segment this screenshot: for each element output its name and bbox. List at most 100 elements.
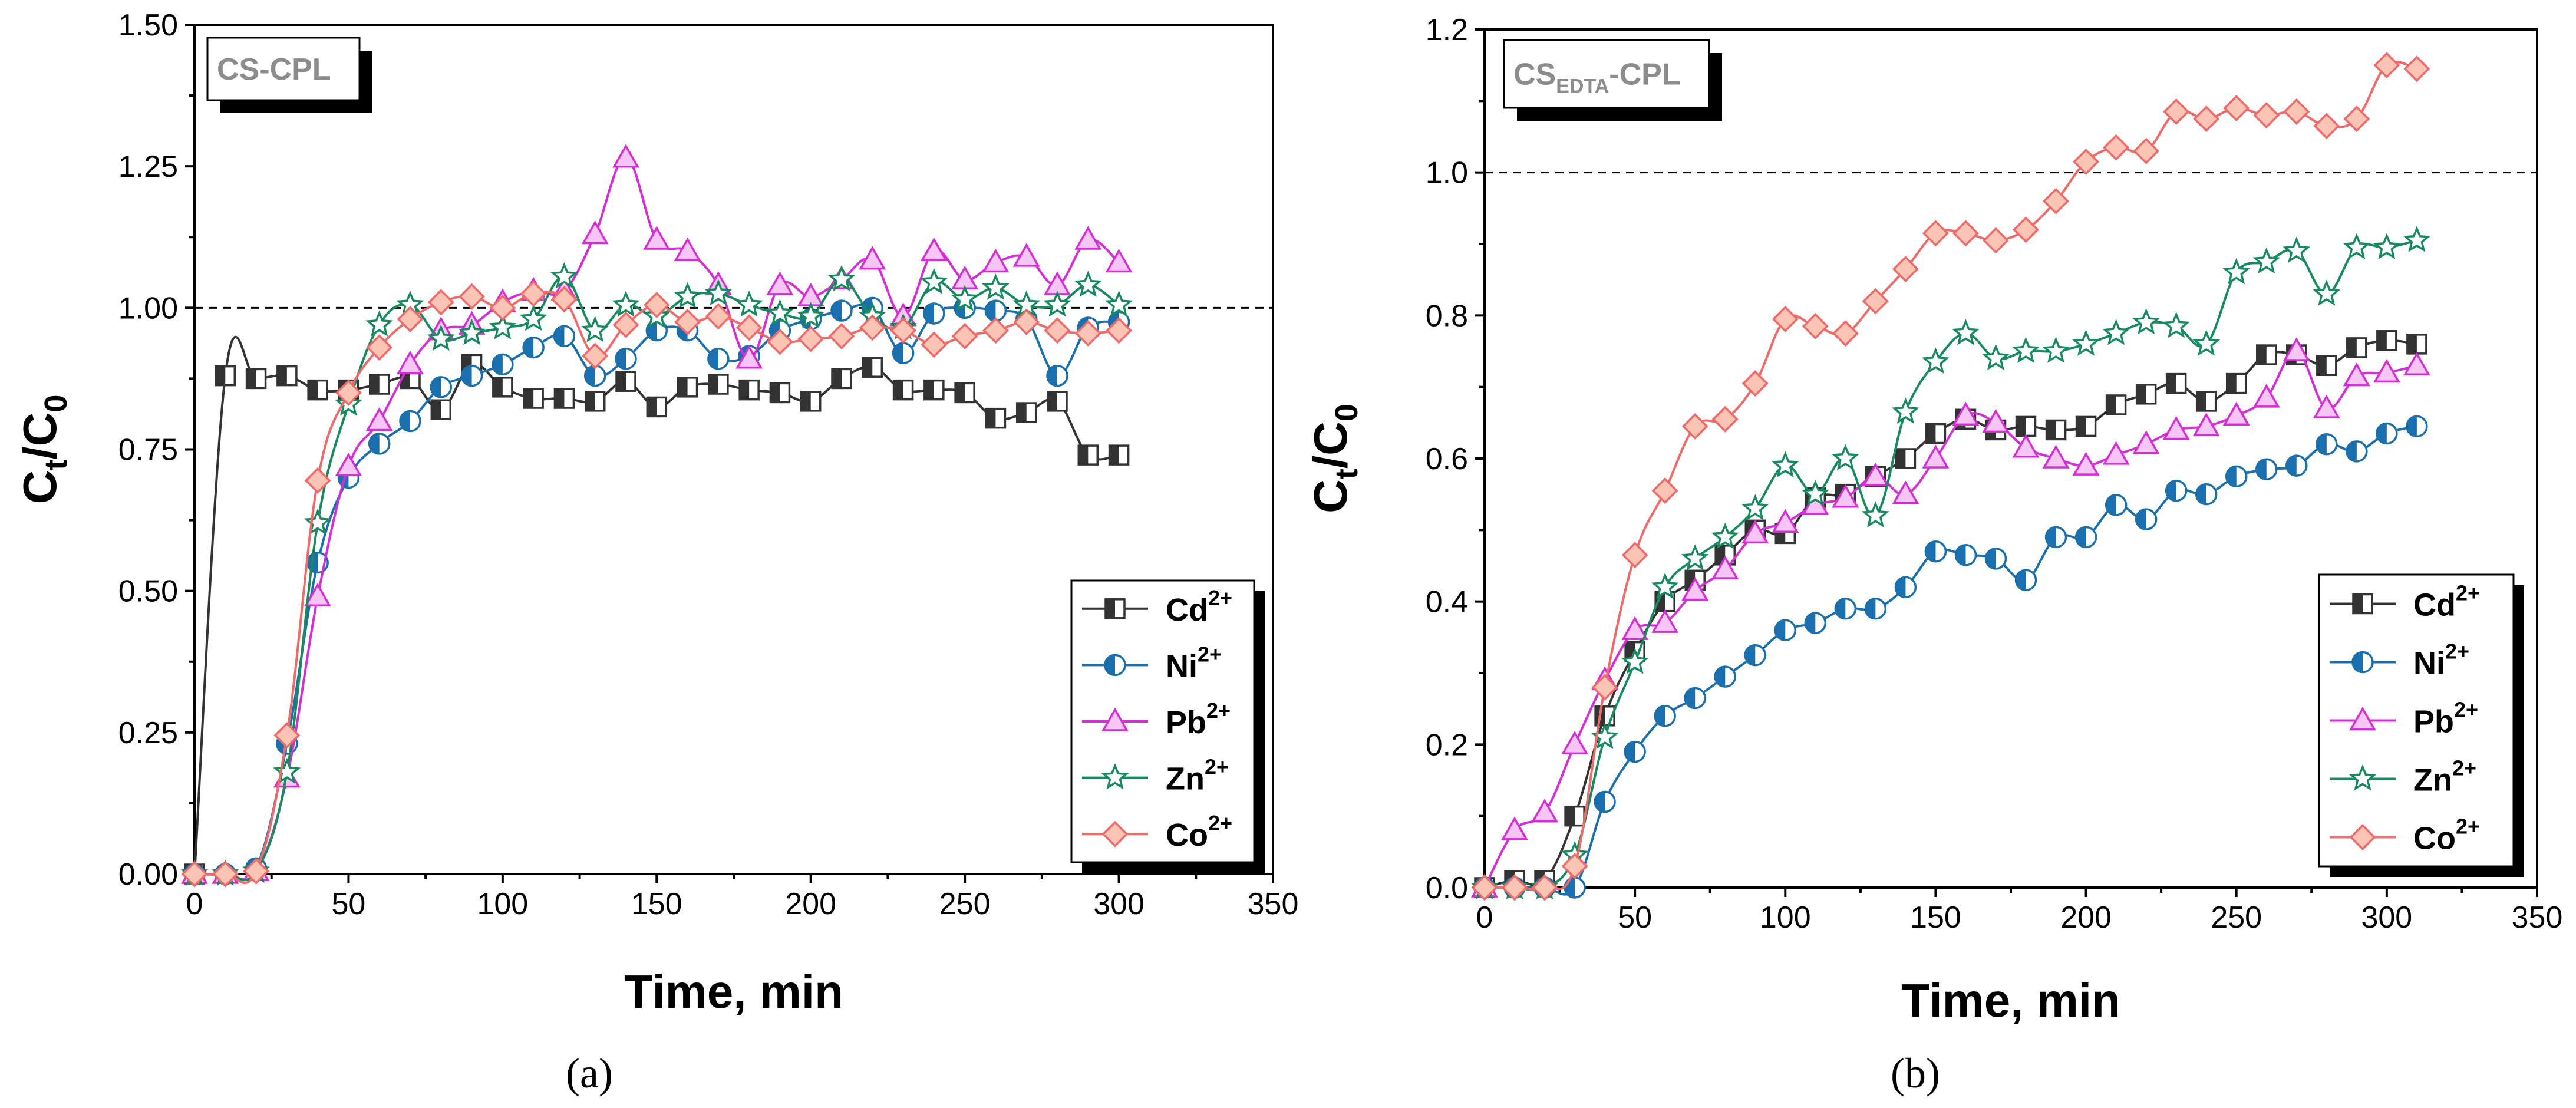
data-point	[2313, 113, 2340, 140]
x-tick-label: 0	[1476, 901, 1493, 935]
data-point	[923, 302, 945, 325]
data-point	[2255, 458, 2278, 480]
marker-triangle	[643, 226, 671, 250]
data-point	[2044, 526, 2067, 549]
data-point	[2165, 479, 2188, 502]
data-point	[1015, 402, 1037, 423]
marker-triangle	[1922, 444, 1950, 469]
x-tick-label: 50	[332, 887, 366, 921]
data-point	[2343, 105, 2370, 133]
marker-triangle	[1892, 480, 1919, 504]
data-point	[769, 382, 791, 404]
series-cd	[184, 335, 1130, 885]
marker-diamond	[890, 317, 917, 344]
data-point	[2043, 187, 2070, 215]
series-line-pb	[194, 156, 1120, 881]
marker-diamond	[1741, 370, 1769, 397]
data-point	[2283, 98, 2310, 126]
data-point	[1772, 305, 1799, 332]
data-point	[2075, 416, 2097, 437]
marker-star	[2042, 337, 2070, 363]
marker-diamond	[1922, 220, 1949, 247]
marker-triangle	[1012, 243, 1040, 267]
data-point	[1591, 674, 1618, 701]
data-point	[704, 279, 733, 306]
y-tick-label: 1.50	[118, 8, 178, 42]
y-tick-label: 0.8	[1426, 299, 1468, 333]
data-point	[492, 353, 514, 376]
x-tick-label: 300	[2361, 901, 2412, 935]
data-point	[459, 283, 486, 310]
legend-entry-co: Co2+	[1082, 811, 1232, 853]
data-point	[2316, 433, 2338, 456]
data-point	[954, 382, 975, 404]
marker-triangle	[2132, 430, 2160, 454]
marker-star	[612, 290, 640, 317]
data-point	[1774, 619, 1797, 641]
marker-diamond	[797, 325, 824, 352]
data-point	[2252, 247, 2281, 274]
marker-triangle	[1621, 616, 1649, 640]
data-point	[1834, 598, 1857, 620]
marker-star	[2012, 337, 2040, 363]
legend-name: Cd	[1166, 592, 1208, 628]
data-point	[553, 325, 576, 348]
data-point	[2373, 52, 2400, 79]
data-point	[335, 452, 362, 477]
data-point	[245, 368, 267, 390]
marker-diamond	[2283, 98, 2310, 126]
legend-label: Zn2+	[1166, 755, 1229, 797]
data-point	[735, 314, 763, 341]
legend-marker-star	[2349, 764, 2377, 791]
y-tick-label: 0.6	[1426, 442, 1468, 476]
legend-name: Ni	[2413, 646, 2445, 681]
marker-diamond	[304, 467, 331, 494]
marker-diamond	[1621, 542, 1648, 569]
marker-star	[1621, 648, 1649, 674]
marker-triangle	[1651, 609, 1679, 633]
marker-triangle	[581, 220, 609, 245]
badge-main: CS-CPL	[217, 52, 331, 87]
data-point	[1105, 248, 1133, 273]
data-point	[522, 336, 545, 359]
legend-name: Zn	[1166, 761, 1205, 797]
legend-label: Ni2+	[1166, 642, 1222, 684]
legend-label: Co2+	[1166, 811, 1232, 853]
data-point	[615, 348, 637, 370]
legend-sup: 2+	[2452, 756, 2476, 780]
data-point	[1531, 874, 1558, 901]
data-point	[2313, 279, 2341, 306]
data-point	[1741, 494, 1769, 520]
marker-triangle	[2102, 441, 2130, 465]
marker-diamond	[2013, 216, 2039, 243]
data-point	[1925, 423, 1947, 444]
marker-triangle	[612, 144, 640, 168]
marker-diamond	[2043, 187, 2070, 215]
marker-star	[1922, 347, 1950, 374]
data-point	[1501, 816, 1529, 840]
legend-entry-zn: Zn2+	[2330, 756, 2476, 798]
marker-diamond	[1591, 674, 1618, 701]
data-point	[1621, 542, 1648, 569]
x-tick-label: 100	[477, 887, 528, 921]
data-point	[2225, 465, 2248, 488]
marker-triangle	[1561, 730, 1589, 755]
data-point	[674, 308, 701, 335]
marker-star	[1681, 544, 1709, 571]
y-tick-label: 0.25	[118, 716, 178, 750]
marker-star	[2373, 233, 2401, 259]
data-point	[458, 319, 486, 345]
data-point	[859, 246, 886, 270]
series-line-zn	[1485, 239, 2417, 892]
data-point	[2343, 362, 2370, 387]
data-point	[2135, 508, 2158, 530]
data-point	[2313, 394, 2340, 418]
data-point	[1074, 271, 1102, 297]
x-axis-label: Time, min	[624, 965, 843, 1018]
badge-label: CS-CPL	[217, 52, 331, 87]
y-label-mid: /C	[14, 413, 66, 460]
data-point	[1594, 790, 1616, 813]
data-point	[1013, 308, 1040, 335]
data-point	[2013, 216, 2039, 243]
